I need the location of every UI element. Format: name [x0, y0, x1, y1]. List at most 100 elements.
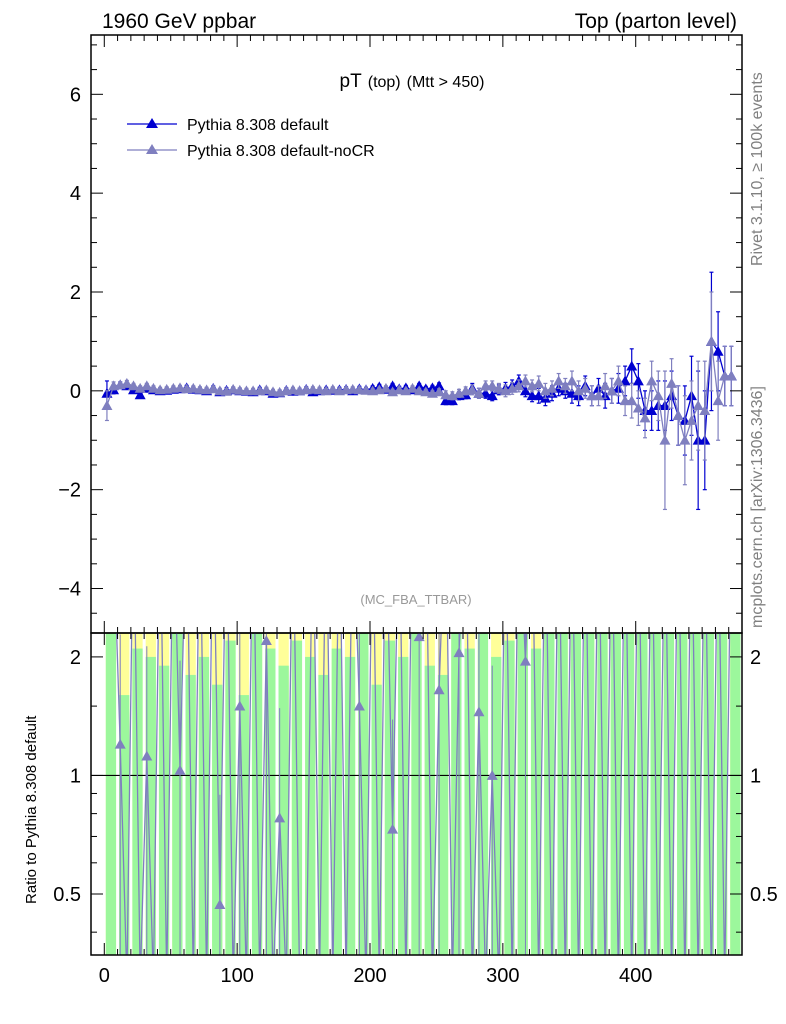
band-one-sigma: [318, 674, 329, 955]
data-point: [612, 375, 624, 386]
chart-title-sub: (top): [368, 74, 401, 91]
ratio-series: [91, 633, 742, 955]
main-ytick-label: 0: [70, 381, 81, 403]
data-point: [513, 380, 525, 391]
band-one-sigma: [477, 633, 489, 955]
data-point: [214, 385, 226, 396]
ratio-data-point: [234, 700, 246, 711]
legend-label-default: Pythia 8.308 default: [187, 117, 329, 134]
band-one-sigma: [145, 656, 156, 955]
data-point: [314, 384, 326, 395]
ratio-data-point: [260, 635, 272, 646]
band-one-sigma: [384, 640, 396, 955]
data-point: [639, 412, 651, 423]
ratio-xtick-label: 0: [99, 965, 110, 987]
data-point: [705, 335, 717, 346]
ratio-bands: [105, 633, 741, 955]
data-point: [686, 414, 698, 425]
band-one-sigma: [119, 695, 130, 955]
data-point: [626, 360, 638, 371]
data-point: [533, 390, 545, 401]
ratio-data-point: [387, 823, 399, 834]
data-point: [606, 385, 618, 396]
data-point: [553, 375, 565, 386]
data-point: [712, 395, 724, 406]
main-ytick-label: −4: [58, 579, 81, 601]
data-point: [692, 400, 704, 411]
data-point: [234, 384, 246, 395]
data-point: [725, 370, 737, 381]
data-point: [380, 382, 392, 393]
data-point: [141, 380, 153, 391]
data-point: [440, 389, 452, 400]
data-point: [599, 380, 611, 391]
ratio-data-point: [433, 684, 445, 695]
ratio-xtick-label: 100: [220, 965, 253, 987]
ratio-xtick-label: 300: [486, 965, 519, 987]
chart-title-main: pT: [340, 71, 363, 92]
legend: Pythia 8.308 default Pythia 8.308 defaul…: [127, 117, 375, 160]
legend-marker-default: [146, 118, 158, 128]
data-point: [387, 380, 399, 391]
data-point: [519, 375, 531, 386]
ratio-panel: 0 100 200 300 400 0.5 0.5 1 1 2 2 Ratio to Pythia …: [23, 632, 778, 987]
ratio-axis-ticks: 0 100 200 300 400 0.5 0.5 1 1 2 2: [53, 633, 778, 987]
ratio-plot-frame: [90, 632, 743, 956]
ratio-data-point: [486, 769, 498, 780]
header-left: 1960 GeV ppbar: [102, 10, 256, 33]
ratio-ylabel: Ratio to Pythia 8.308 default: [23, 715, 40, 904]
ratio-data-point: [453, 647, 465, 658]
data-point: [632, 402, 644, 413]
data-point: [121, 377, 133, 388]
data-point: [626, 395, 638, 406]
data-point: [134, 389, 146, 400]
band-one-sigma: [411, 633, 422, 955]
data-point: [393, 384, 405, 395]
data-point: [347, 383, 359, 394]
ratio-data-point: [114, 738, 126, 749]
ratio-xtick-label: 400: [619, 965, 652, 987]
legend-label-nocr: Pythia 8.308 default-noCR: [187, 143, 375, 160]
data-point: [267, 386, 279, 397]
data-point: [486, 390, 498, 401]
header-right: Top (parton level): [575, 10, 737, 33]
data-point: [187, 382, 199, 393]
ratio-ytick-label: 1: [70, 765, 81, 787]
ratio-data-point: [519, 655, 531, 666]
band-one-sigma: [517, 633, 528, 955]
chart-title-cut: (Mtt > 450): [407, 74, 485, 91]
ratio-data-point: [274, 812, 286, 823]
band-one-sigma: [344, 656, 356, 955]
data-point: [260, 384, 272, 395]
band-one-sigma: [305, 656, 316, 955]
legend-marker-nocr: [146, 144, 158, 154]
data-point: [407, 382, 419, 393]
data-point: [546, 382, 558, 393]
ratio-data-point: [214, 899, 226, 909]
data-point: [227, 383, 239, 394]
data-point: [174, 382, 186, 393]
data-point: [519, 385, 531, 396]
band-one-sigma: [331, 648, 342, 955]
data-point: [433, 386, 445, 397]
band-one-sigma: [172, 633, 183, 955]
main-ytick-label: 6: [70, 84, 81, 106]
band-one-sigma: [358, 633, 369, 955]
main-panel: pT (top) (Mtt > 450) (MC_FBA_TTBAR) Pythia…: [58, 34, 743, 634]
data-point: [566, 375, 578, 386]
analysis-tag: (MC_FBA_TTBAR): [360, 592, 471, 607]
band-one-sigma: [265, 648, 276, 955]
main-ytick-label: 4: [70, 183, 81, 205]
band-one-sigma: [212, 684, 223, 955]
band-one-sigma: [238, 695, 249, 955]
data-point: [646, 375, 658, 386]
main-yaxis-ticks: −4 −2 0 2 4 6: [58, 35, 742, 633]
ratio-ytick-label-right: 1: [750, 765, 761, 787]
band-one-sigma: [491, 656, 502, 955]
data-point: [533, 377, 545, 388]
main-ytick-label: 2: [70, 282, 81, 304]
data-point: [666, 377, 678, 388]
ratio-data-point: [413, 633, 425, 642]
data-point: [679, 434, 691, 445]
data-point: [307, 383, 319, 394]
